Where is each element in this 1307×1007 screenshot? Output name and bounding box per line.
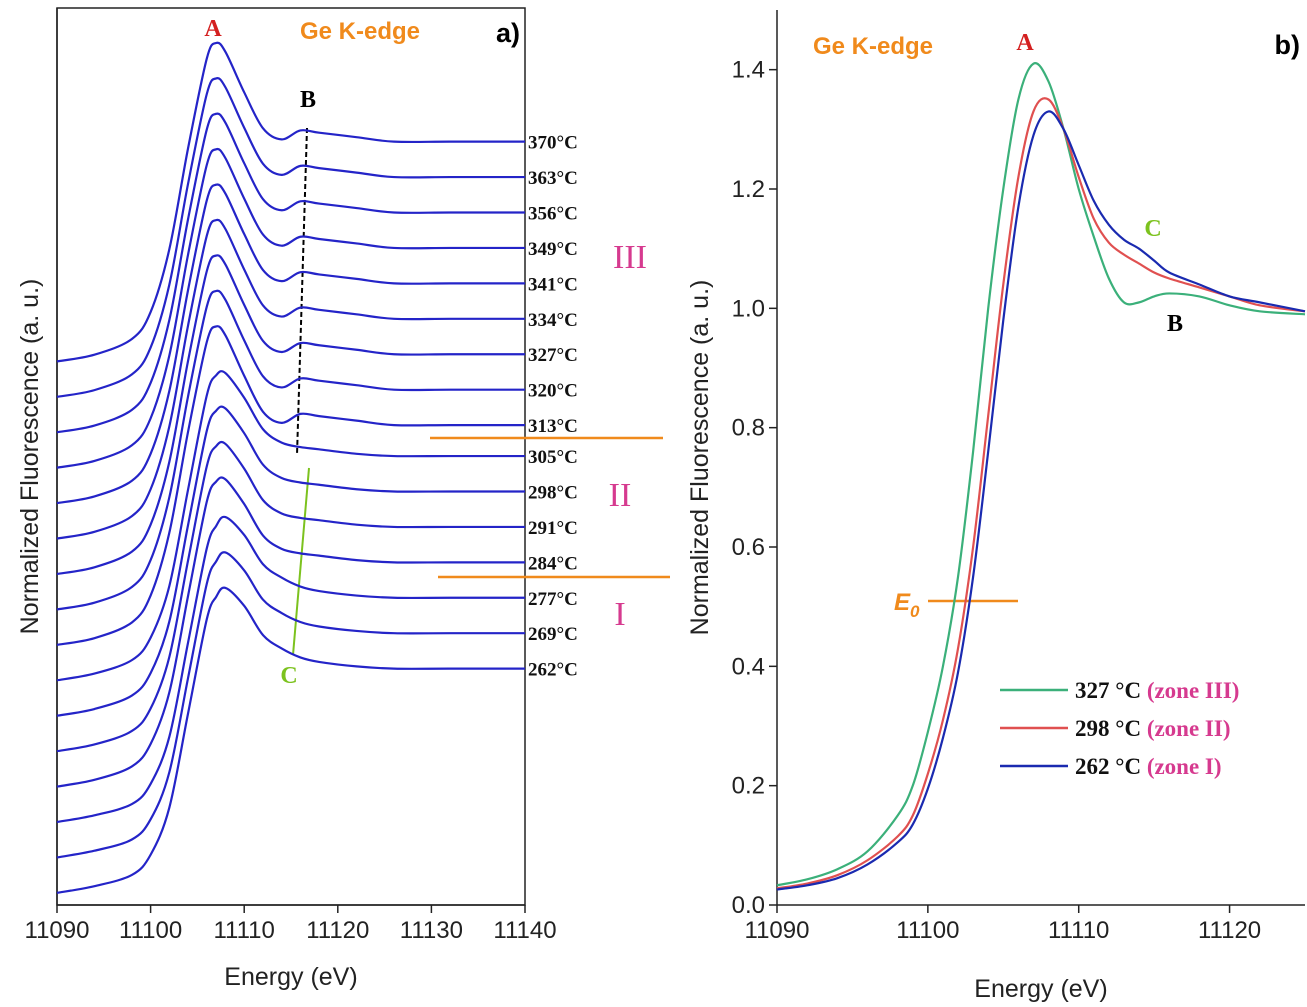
- spectrum-line: [56, 551, 525, 859]
- y-tick-label: 0.4: [732, 653, 765, 680]
- spectrum-line: [56, 218, 525, 540]
- x-tick-label: 11130: [400, 917, 463, 944]
- legend-zone: (zone I): [1147, 754, 1222, 779]
- series-label: 313°C: [528, 416, 578, 437]
- series-label: 334°C: [528, 310, 578, 331]
- y-tick-label: 0.0: [732, 892, 765, 919]
- spectrum-line: [56, 515, 525, 824]
- series-label: 298°C: [528, 482, 578, 503]
- spectrum-line: [56, 77, 525, 398]
- spectrum-line: [56, 112, 525, 434]
- legend-zone: (zone III): [1147, 678, 1240, 703]
- legend-zone: (zone II): [1147, 716, 1231, 741]
- spectrum-line: [776, 62, 1306, 887]
- spectrum-line: [56, 254, 525, 576]
- feature-c-guide: [292, 467, 310, 656]
- spectrum-line: [56, 370, 525, 682]
- spectrum-line: [56, 289, 525, 611]
- x-axis-label: Energy (eV): [974, 975, 1107, 1003]
- y-axis-label: Normalized Fluorescence (a. u.): [686, 280, 714, 636]
- y-axis-label: Normalized Fluorescence (a. u.): [16, 279, 44, 635]
- x-tick-label: 11090: [745, 917, 810, 944]
- annotation: C: [1144, 216, 1161, 242]
- x-tick-label: 11120: [1198, 917, 1261, 944]
- legend-entry: 262 °C (zone I): [1075, 754, 1222, 779]
- series-label: 341°C: [528, 274, 578, 295]
- series-label: 284°C: [528, 553, 578, 574]
- spectrum-line: [56, 147, 525, 469]
- x-tick-label: 11100: [896, 917, 959, 944]
- series-label: 356°C: [528, 204, 578, 225]
- zone-label: II: [609, 477, 632, 514]
- legend-name: 262 °C: [1075, 754, 1141, 779]
- x-tick-label: 11110: [213, 917, 274, 944]
- spectrum-line: [56, 405, 526, 717]
- spectrum-line: [56, 476, 525, 788]
- y-tick-label: 1.4: [732, 57, 765, 84]
- series-label: 291°C: [528, 518, 578, 539]
- spectrum-line: [56, 586, 525, 894]
- x-axis-label: Energy (eV): [224, 963, 357, 991]
- series-label: 349°C: [528, 239, 578, 260]
- annotation: B: [300, 87, 316, 113]
- e0-symbol: E: [894, 589, 911, 616]
- series-label: 320°C: [528, 381, 578, 402]
- spectrum-line: [56, 41, 525, 363]
- annotation: B: [1167, 311, 1183, 337]
- x-tick-label: 11110: [1048, 917, 1109, 944]
- series-label: 305°C: [528, 447, 578, 468]
- spectrum-line: [776, 97, 1306, 890]
- annotation: Ge K-edge: [300, 18, 420, 45]
- zone-label: I: [614, 596, 625, 633]
- spectrum-line: [56, 440, 525, 753]
- y-tick-label: 0.8: [732, 415, 765, 442]
- spectrum-line: [776, 110, 1306, 891]
- panel-label: b): [1275, 30, 1300, 60]
- x-tick-label: 11100: [119, 917, 182, 944]
- annotation: A: [1016, 30, 1034, 56]
- feature-b-guide: [296, 127, 308, 456]
- y-tick-label: 1.2: [732, 176, 765, 203]
- x-tick-label: 11090: [25, 917, 90, 944]
- annotation: C: [280, 663, 297, 689]
- legend-name: 298 °C: [1075, 716, 1141, 741]
- legend-name: 327 °C: [1075, 678, 1141, 703]
- series-label: 277°C: [528, 589, 578, 610]
- e0-subscript: 0: [910, 602, 920, 621]
- series-label: 269°C: [528, 624, 578, 645]
- series-label: 327°C: [528, 345, 578, 366]
- annotation: A: [204, 16, 222, 42]
- series-label: 363°C: [528, 168, 578, 189]
- series-label: 262°C: [528, 660, 578, 681]
- legend-entry: 327 °C (zone III): [1075, 678, 1239, 703]
- y-tick-label: 0.2: [732, 773, 765, 800]
- x-tick-label: 11120: [306, 917, 369, 944]
- legend-entry: 298 °C (zone II): [1075, 716, 1231, 741]
- annotation: Ge K-edge: [813, 33, 933, 60]
- spectrum-line: [56, 325, 525, 646]
- y-tick-label: 0.6: [732, 534, 765, 561]
- series-label: 370°C: [528, 133, 578, 154]
- panel-label: a): [496, 18, 520, 48]
- spectrum-line: [56, 183, 525, 505]
- zone-label: III: [613, 239, 647, 276]
- x-tick-label: 11140: [493, 917, 556, 944]
- y-tick-label: 1.0: [732, 295, 765, 322]
- e0-label: E0: [894, 589, 920, 621]
